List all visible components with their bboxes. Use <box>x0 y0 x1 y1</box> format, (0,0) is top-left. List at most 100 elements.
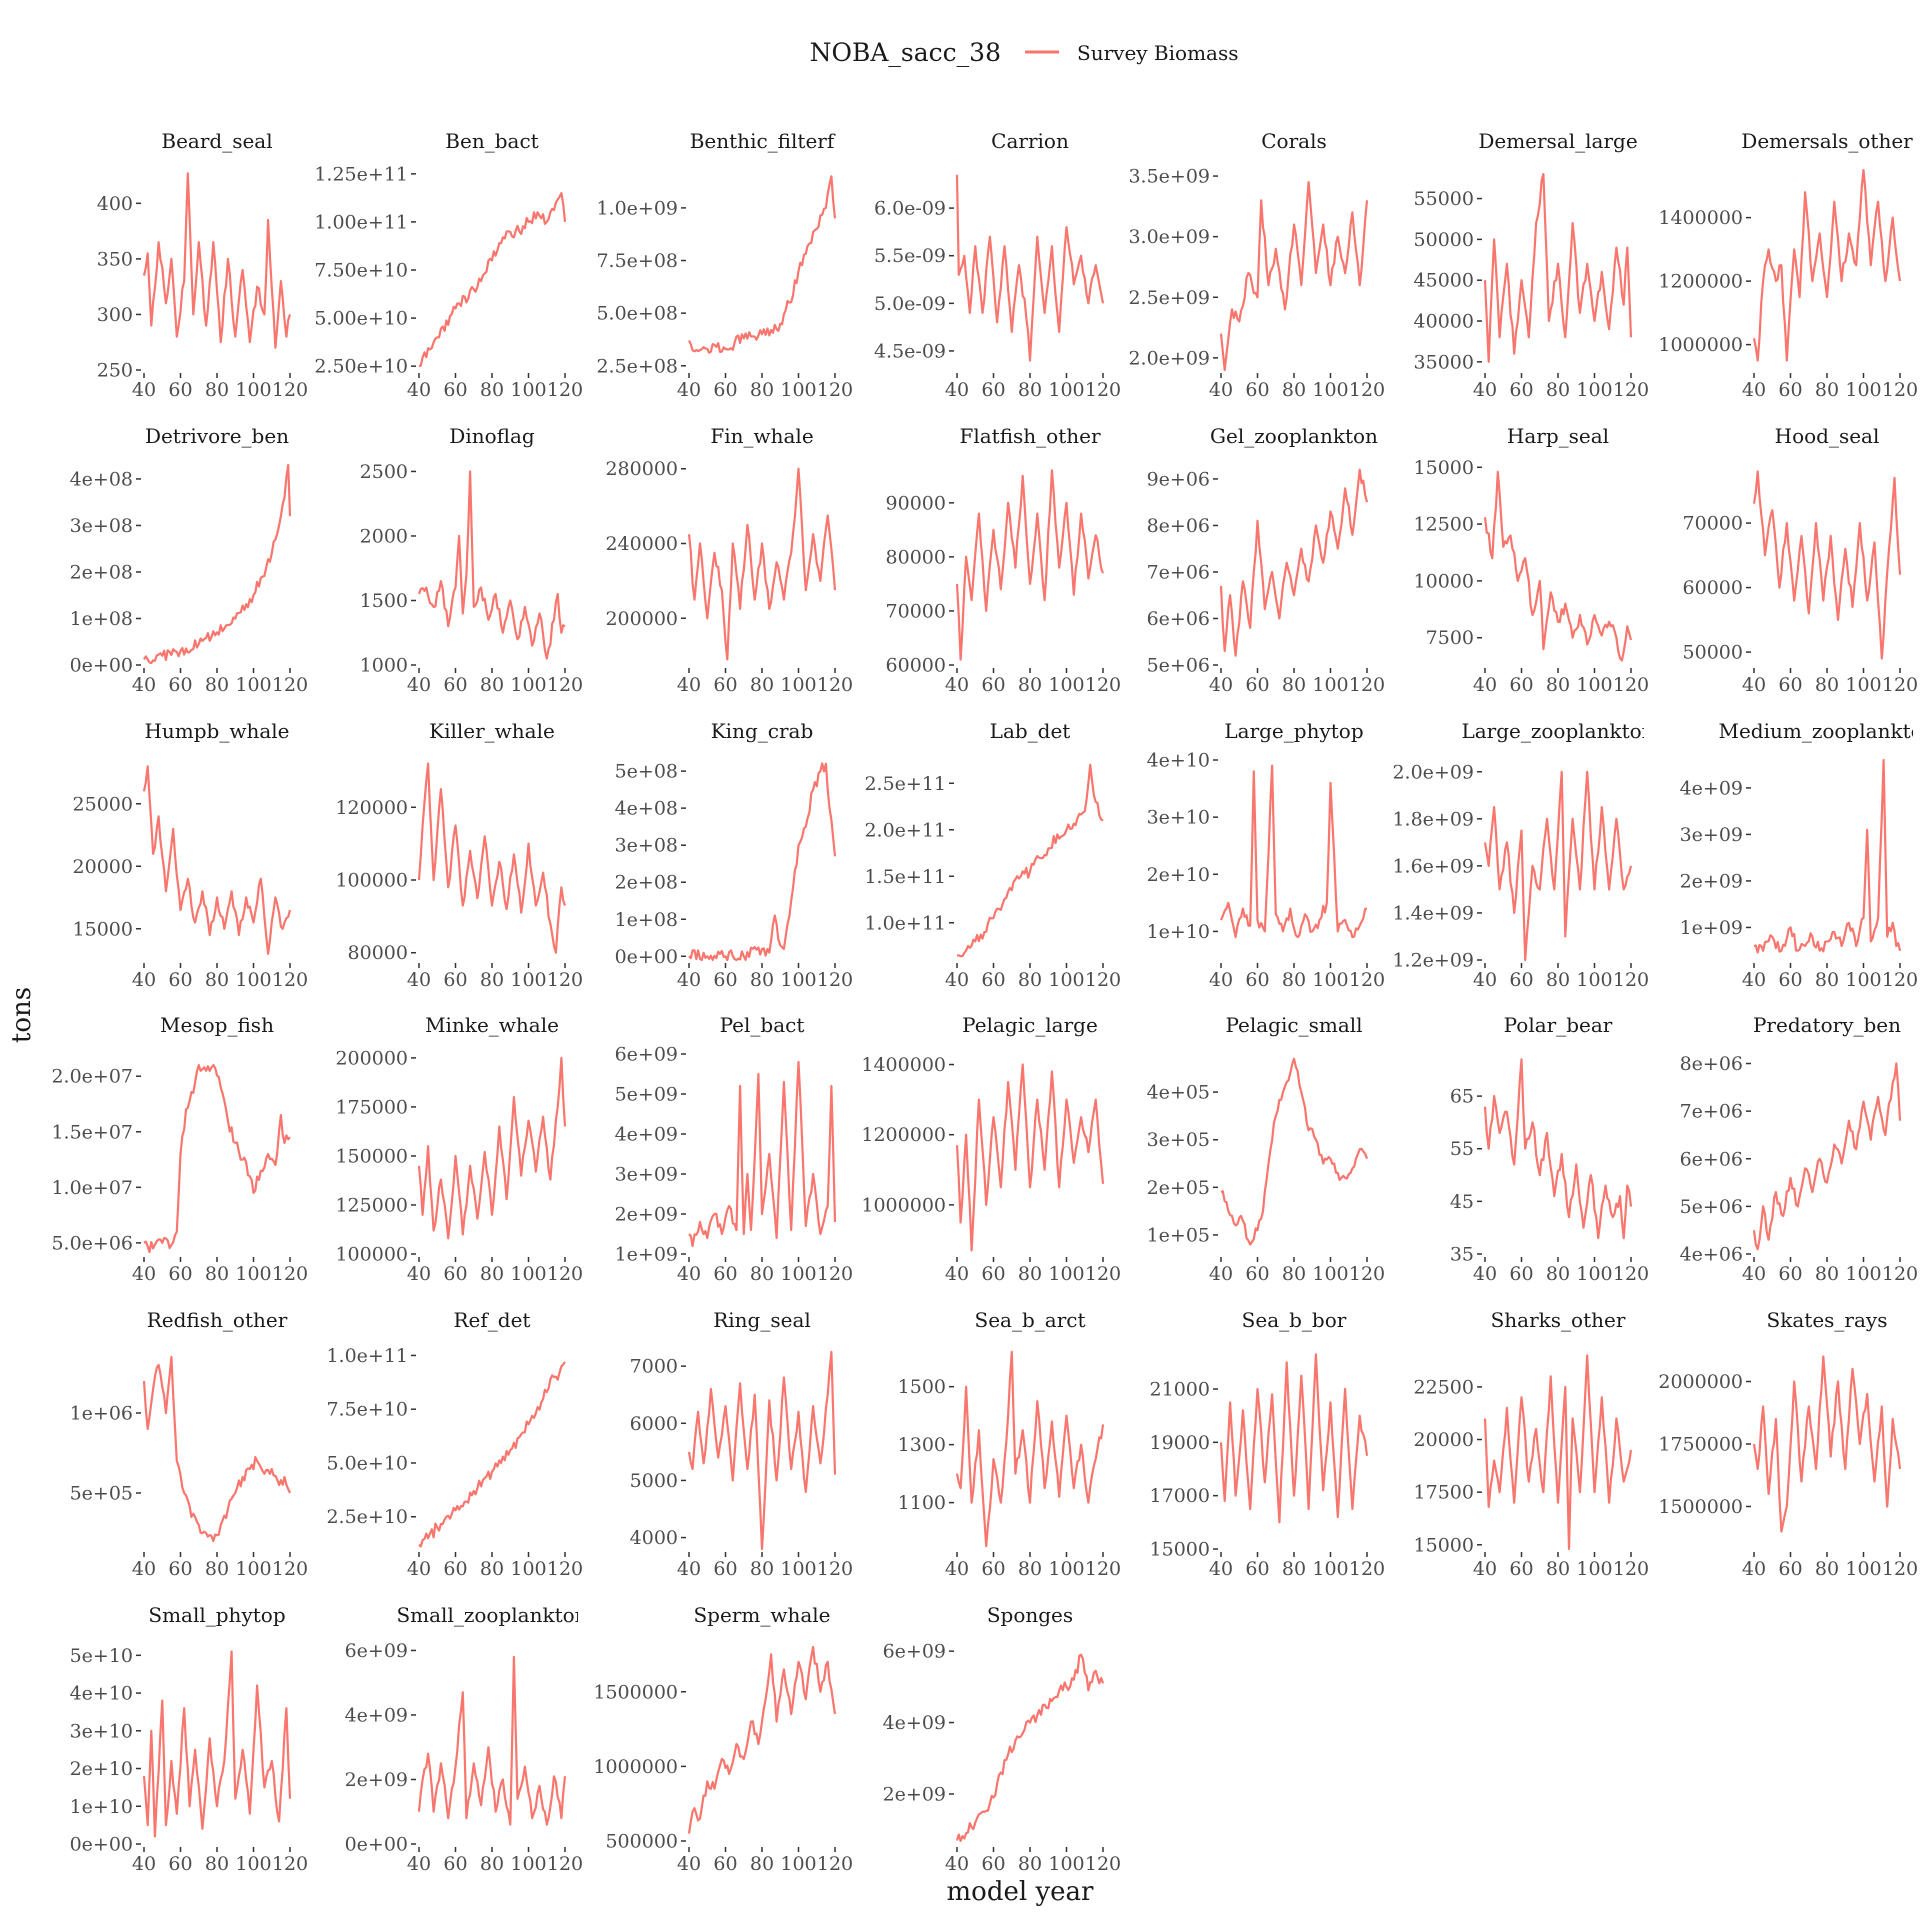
x-tick-label: 80 <box>1282 674 1306 696</box>
x-tick-label: 80 <box>205 1263 229 1285</box>
y-tick-label: 2.5e+10 <box>326 1506 408 1528</box>
survey-biomass-line <box>688 1060 837 1248</box>
x-tick-label: 120 <box>817 379 853 401</box>
x-tick-label: 100 <box>1576 379 1612 401</box>
y-tick-label: 1e+09 <box>615 1244 678 1266</box>
facet-panel: Lab_det 1.0e+11 1.5e+11 2.0e+11 2.5e+11 40 60 8… <box>864 719 1121 991</box>
y-tick-label: 15000 <box>1414 457 1474 479</box>
survey-biomass-line <box>1483 1058 1633 1240</box>
survey-biomass-line <box>417 1056 567 1240</box>
y-tick-label: 1e+09 <box>1680 917 1743 939</box>
x-tick-label: 60 <box>1778 1558 1802 1580</box>
x-tick-label: 120 <box>1349 674 1385 696</box>
y-tick-label: 17500 <box>1414 1482 1474 1504</box>
survey-biomass-line <box>1753 758 1902 954</box>
y-tick-label: 3e+05 <box>1147 1129 1210 1151</box>
x-tick-label: 120 <box>1085 1263 1121 1285</box>
facet-panel: Benthic_filterf 2.5e+08 5.0e+08 7.5e+08 1.0e… <box>596 129 853 401</box>
x-tick-label: 80 <box>480 674 504 696</box>
y-tick-label: 2.0e+07 <box>51 1066 133 1088</box>
survey-biomass-line <box>417 470 566 660</box>
x-tick-label: 40 <box>945 1558 969 1580</box>
x-tick-label: 100 <box>1312 379 1348 401</box>
panel-title: Ben_bact <box>445 129 538 153</box>
x-tick-label: 60 <box>1509 674 1533 696</box>
y-tick-label: 1200000 <box>1658 271 1743 293</box>
survey-biomass-line <box>1483 1354 1633 1551</box>
y-tick-label: 1e+05 <box>1147 1224 1210 1246</box>
x-tick-label: 80 <box>1815 969 1839 991</box>
x-tick-label: 40 <box>1742 379 1766 401</box>
y-tick-label: 50000 <box>1683 642 1743 664</box>
survey-biomass-line <box>142 1355 292 1543</box>
y-tick-label: 1200000 <box>861 1124 946 1146</box>
panel-title: Harp_seal <box>1507 424 1609 448</box>
x-tick-label: 100 <box>1845 1558 1881 1580</box>
x-tick-label: 60 <box>713 969 737 991</box>
x-tick-label: 100 <box>1048 1558 1084 1580</box>
survey-biomass-line <box>1219 181 1369 372</box>
y-tick-label: 5.5e-09 <box>874 245 946 267</box>
x-tick-label: 100 <box>510 674 546 696</box>
y-tick-label: 60000 <box>1683 577 1743 599</box>
x-tick-label: 100 <box>1576 969 1612 991</box>
y-tick-label: 1500000 <box>1658 1496 1743 1518</box>
x-tick-label: 40 <box>945 379 969 401</box>
x-tick-label: 120 <box>1085 1853 1121 1875</box>
facet-panel: Corals 2.0e+09 2.5e+09 3.0e+09 3.5e+09 40 60 80… <box>1128 129 1385 401</box>
y-tick-label: 35 <box>1450 1244 1474 1266</box>
panel-title: Pelagic_large <box>962 1013 1098 1037</box>
x-tick-label: 40 <box>132 674 156 696</box>
x-tick-label: 80 <box>1815 1558 1839 1580</box>
survey-biomass-line <box>1219 468 1369 657</box>
facet-panel: Pel_bact 1e+09 2e+09 3e+09 4e+09 5e+09 6e+09 40… <box>615 1013 854 1285</box>
x-tick-label: 120 <box>547 1853 583 1875</box>
x-tick-label: 60 <box>1509 1263 1533 1285</box>
x-tick-label: 80 <box>1546 1558 1570 1580</box>
y-tick-label: 1500000 <box>593 1681 678 1703</box>
survey-biomass-line <box>418 192 567 368</box>
survey-biomass-line <box>955 1063 1105 1252</box>
x-tick-label: 120 <box>272 379 308 401</box>
facet-panel: Flatfish_other 60000 70000 80000 90000 40 60 80… <box>886 424 1122 696</box>
y-tick-label: 5.0e+06 <box>51 1232 133 1254</box>
x-tick-label: 120 <box>547 1263 583 1285</box>
x-tick-label: 40 <box>407 1263 431 1285</box>
legend: NOBA_sacc_38 Survey Biomass <box>810 38 1239 67</box>
x-tick-label: 40 <box>407 1853 431 1875</box>
facet-panel: Hood_seal 50000 60000 70000 40 60 80 100 120 <box>1683 424 1919 696</box>
x-tick-label: 80 <box>750 1558 774 1580</box>
y-tick-label: 6e+09 <box>345 1640 408 1662</box>
y-tick-label: 80000 <box>886 546 946 568</box>
x-tick-label: 40 <box>1209 379 1233 401</box>
y-tick-label: 10000 <box>1414 570 1474 592</box>
x-tick-label: 100 <box>1312 1558 1348 1580</box>
x-tick-label: 80 <box>480 969 504 991</box>
facet-panel: Harp_seal 7500 10000 12500 15000 40 60 80 100 120 <box>1414 424 1650 696</box>
y-tick-label: 4e+06 <box>1680 1244 1743 1266</box>
y-tick-label: 1100 <box>898 1492 946 1514</box>
panel-title: Demersal_large <box>1478 129 1637 153</box>
x-tick-label: 120 <box>817 969 853 991</box>
y-tick-label: 5000 <box>630 1470 678 1492</box>
facet-panel: Large_zooplankton 1.2e+09 1.4e+09 1.6e+09 1.… <box>1392 719 1649 991</box>
y-tick-label: 3e+10 <box>1147 807 1210 829</box>
facet-panel: Predatory_ben 4e+06 5e+06 6e+06 7e+06 8e+06 40… <box>1680 1013 1919 1285</box>
x-tick-label: 40 <box>945 969 969 991</box>
y-tick-label: 250 <box>97 360 133 382</box>
x-tick-label: 100 <box>1048 379 1084 401</box>
x-tick-label: 40 <box>1209 674 1233 696</box>
x-tick-label: 80 <box>1018 379 1042 401</box>
y-tick-label: 120000 <box>335 797 408 819</box>
x-tick-label: 100 <box>1845 1263 1881 1285</box>
x-tick-label: 80 <box>1018 674 1042 696</box>
survey-biomass-line <box>417 762 567 954</box>
x-tick-label: 100 <box>510 1558 546 1580</box>
facet-panel: King_crab 0e+00 1e+08 2e+08 3e+08 4e+08 5e+08 4… <box>615 719 854 991</box>
x-tick-label: 120 <box>1613 1558 1649 1580</box>
x-tick-label: 100 <box>780 969 816 991</box>
survey-biomass-line <box>955 1653 1105 1843</box>
x-tick-label: 120 <box>817 1263 853 1285</box>
x-tick-label: 80 <box>750 674 774 696</box>
y-tick-label: 4e+10 <box>1147 750 1210 772</box>
